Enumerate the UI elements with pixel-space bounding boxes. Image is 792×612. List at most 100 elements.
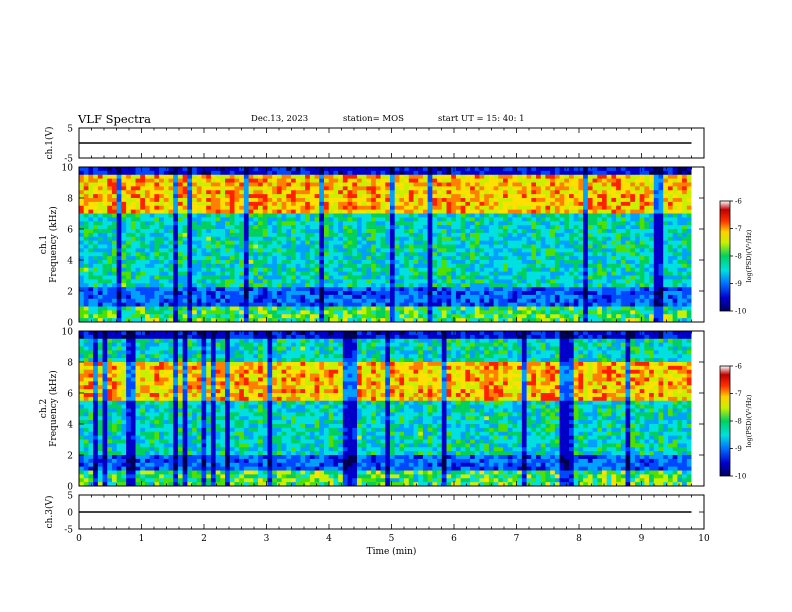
spectrogram-cell — [366, 225, 372, 230]
spectrogram-cell — [173, 263, 179, 269]
spectrogram-cell — [653, 283, 659, 288]
spectrogram-cell — [201, 236, 207, 242]
spectrogram-cell — [314, 232, 320, 238]
spectrogram-cell — [521, 217, 527, 222]
spectrogram-cell — [305, 213, 311, 218]
spectrogram-cell — [649, 198, 655, 203]
spectrogram-cell — [314, 275, 320, 280]
spectrogram-cell — [192, 225, 198, 230]
spectrogram-cell — [258, 178, 264, 183]
spectrogram-cell — [474, 174, 480, 180]
spectrogram-cell — [375, 275, 381, 280]
spectrogram-cell — [319, 182, 325, 187]
spectrogram-cell — [554, 306, 560, 311]
spectrogram-cell — [305, 275, 311, 280]
spectrogram-cell — [291, 267, 297, 273]
spectrogram-cell — [507, 178, 513, 183]
spectrogram-cell — [352, 236, 358, 242]
spectrogram-cell — [413, 182, 419, 187]
spectrogram-cell — [380, 201, 386, 207]
spectrogram-cell — [616, 182, 622, 187]
spectrogram-cell — [507, 248, 513, 253]
spectrogram-cell — [451, 170, 457, 176]
spectrogram-cell — [488, 221, 495, 226]
spectrogram-cell — [130, 314, 136, 319]
spectrogram-cell — [262, 205, 268, 211]
spectrogram-cell — [658, 314, 664, 319]
spectrogram-cell — [276, 194, 282, 199]
spectrogram-cell — [192, 209, 198, 214]
spectrogram-cell — [427, 240, 433, 245]
spectrogram-cell — [144, 310, 151, 315]
spectrogram-cell — [154, 267, 160, 273]
spectrogram-cell — [79, 182, 85, 187]
spectrogram-cell — [611, 240, 617, 245]
spectrogram-cell — [559, 217, 565, 222]
spectrogram-cell — [163, 267, 169, 273]
spectrogram-cell — [352, 248, 358, 253]
spectrogram-cell — [503, 275, 509, 280]
spectrogram-cell — [192, 252, 198, 257]
spectrogram-cell — [408, 291, 414, 296]
spectrogram-cell — [427, 201, 433, 207]
spectrogram-cell — [187, 275, 193, 280]
spectrogram-cell — [229, 205, 235, 211]
spectrogram-cell — [474, 287, 480, 292]
spectrogram-cell — [592, 178, 598, 183]
spectrogram-cell — [441, 229, 447, 234]
spectrogram-cell — [649, 186, 655, 191]
spectrogram-cell — [333, 275, 339, 280]
spectrogram-cell — [625, 201, 631, 207]
spectrogram-cell — [569, 186, 575, 191]
spectrogram-cell — [168, 263, 174, 269]
spectrogram-cell — [455, 314, 462, 319]
spectrogram-cell — [451, 201, 457, 207]
spectrogram-cell — [220, 240, 226, 245]
spectrogram-cell — [243, 201, 250, 207]
spectrogram-cell — [116, 260, 122, 265]
spectrogram-cell — [97, 260, 103, 265]
spectrogram-cell — [493, 260, 499, 265]
spectrogram-cell — [441, 287, 447, 292]
spectrogram-cell — [446, 194, 452, 199]
spectrogram-cell — [220, 275, 226, 280]
spectrogram-cell — [111, 298, 118, 304]
spectrogram-cell — [559, 182, 565, 187]
spectrogram-cell — [319, 225, 325, 230]
spectrogram-cell — [451, 190, 457, 195]
spectrogram-cell — [559, 283, 565, 288]
spectrogram-cell — [479, 225, 485, 230]
spectrogram-cell — [210, 194, 217, 199]
spectrogram-cell — [578, 302, 584, 307]
spectrogram-cell — [177, 201, 184, 207]
spectrogram-cell — [616, 256, 622, 261]
spectrogram-cell — [83, 271, 89, 276]
spectrogram-cell — [536, 232, 542, 238]
spectrogram-cell — [338, 294, 344, 300]
spectrogram-cell — [163, 260, 169, 265]
spectrogram-cell — [488, 310, 495, 315]
spectrogram-cell — [616, 236, 622, 242]
spectrogram-cell — [149, 209, 155, 214]
spectrogram-cell — [521, 306, 527, 311]
spectrogram-cell — [611, 271, 617, 276]
spectrogram-cell — [385, 260, 391, 265]
spectrogram-cell — [536, 221, 542, 226]
spectrogram-cell — [234, 314, 240, 319]
spectrogram-cell — [601, 291, 608, 296]
spectrogram-cell — [517, 275, 523, 280]
spectrogram-cell — [630, 318, 636, 323]
spectrogram-cell — [479, 190, 485, 195]
spectrogram-cell — [639, 236, 645, 242]
spectrogram-cell — [130, 256, 136, 261]
spectrogram-cell — [620, 244, 626, 249]
spectrogram-cell — [658, 279, 664, 284]
spectrogram-cell — [347, 209, 353, 214]
spectrogram-cell — [404, 302, 410, 307]
spectrogram-cell — [545, 287, 551, 292]
spectrogram-cell — [324, 244, 330, 249]
spectrogram-cell — [554, 194, 560, 199]
spectrogram-cell — [597, 314, 603, 319]
spectrogram-cell — [276, 298, 282, 304]
spectrogram-cell — [649, 236, 655, 242]
